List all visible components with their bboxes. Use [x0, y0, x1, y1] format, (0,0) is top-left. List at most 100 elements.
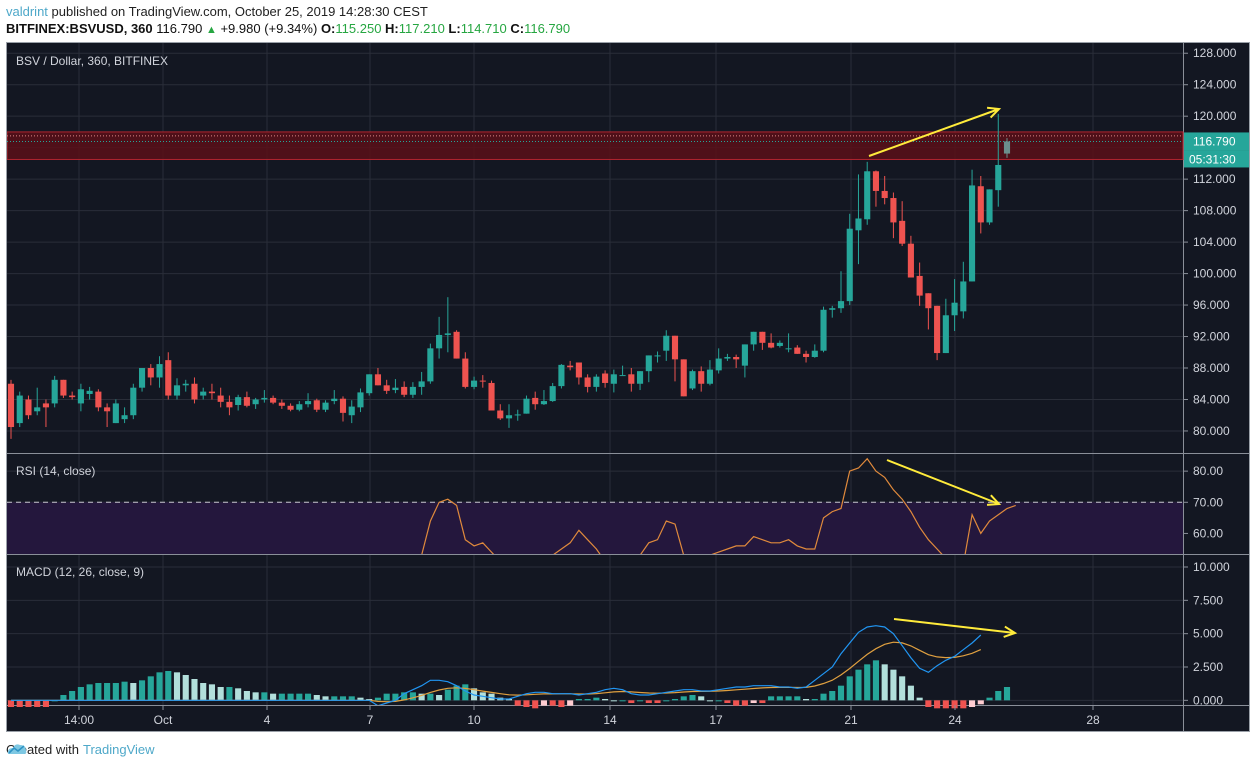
axis-tick-label: 80.00 — [1193, 464, 1223, 478]
candle — [750, 331, 757, 351]
chart-canvas[interactable]: 80.00084.00088.00092.00096.000100.000104… — [7, 43, 1249, 731]
axis-tick-label: 10.000 — [1193, 560, 1230, 574]
candle — [191, 377, 198, 404]
x-axis-tick-label: 21 — [844, 713, 858, 727]
candle — [470, 376, 478, 390]
axis-tick-label: 5.000 — [1193, 627, 1223, 641]
candle — [409, 382, 416, 398]
candle — [951, 279, 958, 332]
candle — [462, 352, 469, 389]
tradingview-link[interactable]: TradingView — [82, 742, 155, 757]
candle — [872, 170, 880, 207]
candle — [383, 379, 390, 394]
candle — [7, 379, 15, 439]
candle — [934, 305, 941, 361]
chart-container[interactable]: 80.000 84.000 88.000 92.000 96.000 100.000 104… — [6, 42, 1250, 732]
axis-tick-label: 88.000 — [1193, 361, 1230, 375]
x-axis-tick-label: 14:00 — [64, 713, 94, 727]
candle — [313, 398, 320, 413]
candle — [698, 366, 705, 392]
symbol-info: BITFINEX:BSVUSD, 360 116.790 ▲ +9.980 (+… — [6, 21, 570, 36]
candle — [77, 383, 84, 412]
candle — [217, 387, 224, 408]
candle — [820, 306, 827, 353]
candle — [235, 394, 242, 411]
footer: Created with TradingView — [6, 742, 155, 757]
svg-text:116.790: 116.790 — [1193, 134, 1236, 148]
candle — [51, 375, 58, 408]
candle — [549, 382, 556, 402]
candle — [357, 388, 364, 413]
low-label: L: — [448, 21, 461, 36]
candle — [444, 297, 451, 353]
candle — [339, 396, 347, 422]
candle — [418, 371, 425, 395]
trend-arrow[interactable] — [886, 459, 1002, 506]
x-axis-tick-label: 24 — [948, 713, 962, 727]
candle — [261, 390, 268, 403]
candle — [811, 344, 818, 358]
candle — [25, 395, 32, 420]
candle — [715, 348, 722, 374]
candle — [165, 352, 172, 400]
candle — [977, 175, 984, 234]
candle — [112, 399, 119, 424]
candle — [768, 333, 775, 349]
tradingview-logo-icon — [7, 744, 27, 754]
axis-tick-label: 104.000 — [1193, 235, 1237, 249]
candle — [995, 113, 1002, 207]
candle — [846, 213, 853, 306]
candle — [837, 271, 845, 313]
price-change: +9.980 (+9.34%) — [220, 21, 318, 36]
low-value: 114.710 — [460, 21, 507, 36]
candle — [890, 192, 897, 239]
x-axis-tick-label: 10 — [467, 713, 481, 727]
high-label: H: — [385, 21, 399, 36]
axis-tick-label: 92.000 — [1193, 330, 1230, 344]
candle — [785, 333, 792, 353]
axis-tick-label: 108.000 — [1193, 204, 1237, 218]
candle — [540, 390, 548, 405]
candle — [392, 379, 399, 394]
price-pane-label: BSV / Dollar, 360, BITFINEX — [16, 54, 169, 68]
candle — [226, 395, 233, 416]
candle — [654, 351, 661, 363]
publish-text: published on TradingView.com, October 25… — [51, 4, 428, 19]
candle — [532, 391, 539, 410]
axis-tick-label: 70.00 — [1193, 495, 1223, 509]
x-axis-tick-label: 28 — [1086, 713, 1100, 727]
axis-tick-label: 0.000 — [1193, 693, 1223, 707]
candle — [95, 389, 102, 412]
candle — [200, 387, 207, 400]
candle — [706, 360, 714, 386]
candle — [270, 395, 277, 405]
candle — [42, 399, 50, 428]
axis-tick-label: 128.000 — [1193, 46, 1237, 60]
candle — [628, 368, 635, 392]
candle — [488, 380, 495, 411]
high-value: 117.210 — [398, 21, 445, 36]
candle — [1003, 138, 1011, 158]
macd-pane-label: MACD (12, 26, close, 9) — [16, 565, 145, 579]
publish-info: valdrint published on TradingView.com, O… — [6, 4, 428, 19]
candle — [733, 354, 740, 369]
candle — [724, 353, 731, 361]
candle — [69, 391, 76, 400]
candle — [208, 383, 216, 400]
trend-arrow[interactable] — [868, 106, 1002, 157]
candle — [671, 335, 679, 382]
open-label: O: — [320, 21, 336, 36]
svg-text:05:31:30: 05:31:30 — [1189, 152, 1236, 166]
candle — [147, 364, 154, 386]
candle — [584, 374, 591, 393]
candle — [558, 364, 565, 389]
candle — [505, 404, 513, 428]
candle — [942, 298, 949, 354]
candle — [610, 369, 617, 393]
candle — [680, 359, 687, 397]
candle — [182, 379, 189, 392]
candle — [593, 374, 600, 392]
candle — [523, 395, 530, 414]
trend-arrow[interactable] — [893, 618, 1018, 638]
author-link[interactable]: valdrint — [6, 4, 48, 19]
